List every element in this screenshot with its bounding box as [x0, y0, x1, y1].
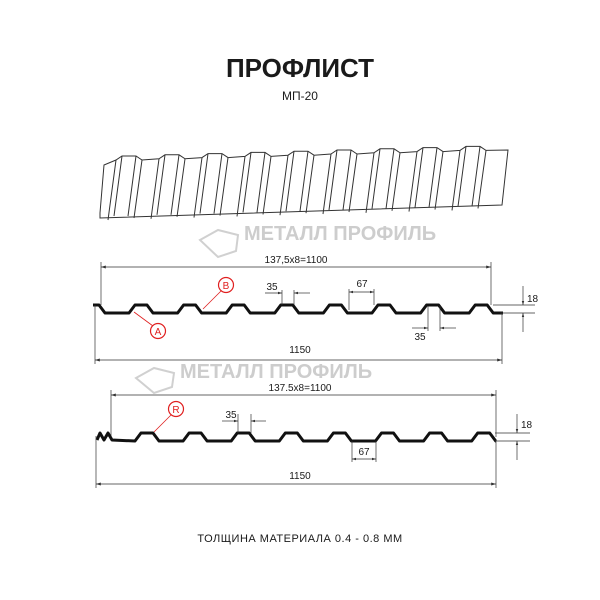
sheet-rib [279, 151, 315, 216]
sheet-rib [322, 149, 358, 215]
crest-width-label-2: 35 [225, 410, 237, 421]
sheet-rib [365, 148, 401, 213]
marker-a-label: A [155, 327, 162, 338]
sheet-outline [99, 145, 509, 219]
profile-top-section: 137,5x8=1100 1150 35 67 35 18 B A [93, 255, 539, 364]
sheet-rib [236, 152, 272, 217]
sheet-rib [150, 154, 186, 219]
page-title: ПРОФЛИСТ [226, 53, 374, 83]
bottom-width-label: 35 [414, 332, 426, 343]
crest-width-label: 35 [266, 282, 278, 293]
subtitle: МП-20 [282, 89, 318, 103]
thickness-note: ТОЛЩИНА МАТЕРИАЛА 0.4 - 0.8 ММ [197, 533, 402, 545]
watermark-logo-1: МЕТАЛЛ ПРОФИЛЬ [198, 223, 436, 259]
width-label: 1150 [289, 345, 311, 356]
height-label-2: 18 [521, 420, 533, 431]
sheet-isometric-view [99, 145, 509, 221]
profile-bottom-section: 137.5x8=1100 1150 35 67 18 R [95, 383, 533, 488]
marker-r-label: R [172, 405, 179, 416]
sheet-rib [193, 153, 229, 218]
height-label: 18 [527, 294, 539, 305]
profile-line-2 [95, 431, 498, 443]
trough-width-label-2: 67 [358, 447, 370, 458]
trough-width-label: 67 [356, 279, 368, 290]
sheet-rib [451, 146, 487, 211]
watermark-text-2: МЕТАЛЛ ПРОФИЛЬ [180, 361, 372, 383]
marker-a [149, 322, 167, 340]
pitch-label: 137,5x8=1100 [265, 255, 328, 266]
watermark-logo-2: МЕТАЛЛ ПРОФИЛЬ [134, 361, 372, 395]
width-label-2: 1150 [289, 471, 311, 482]
marker-r [167, 400, 185, 418]
watermark-text: МЕТАЛЛ ПРОФИЛЬ [244, 223, 436, 245]
sheet-rib [107, 155, 143, 221]
sheet-rib [408, 147, 444, 212]
pitch-label-2: 137.5x8=1100 [269, 383, 332, 394]
marker-b [217, 276, 235, 294]
marker-b-label: B [223, 281, 230, 292]
profile-line [93, 303, 503, 315]
